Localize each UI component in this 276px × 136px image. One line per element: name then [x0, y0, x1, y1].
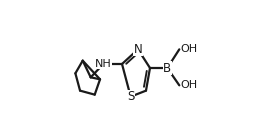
- Text: NH: NH: [95, 59, 112, 69]
- Text: B: B: [163, 61, 171, 75]
- Text: OH: OH: [180, 44, 197, 54]
- Text: N: N: [134, 43, 142, 56]
- Text: OH: OH: [180, 80, 197, 90]
- Text: S: S: [127, 90, 134, 103]
